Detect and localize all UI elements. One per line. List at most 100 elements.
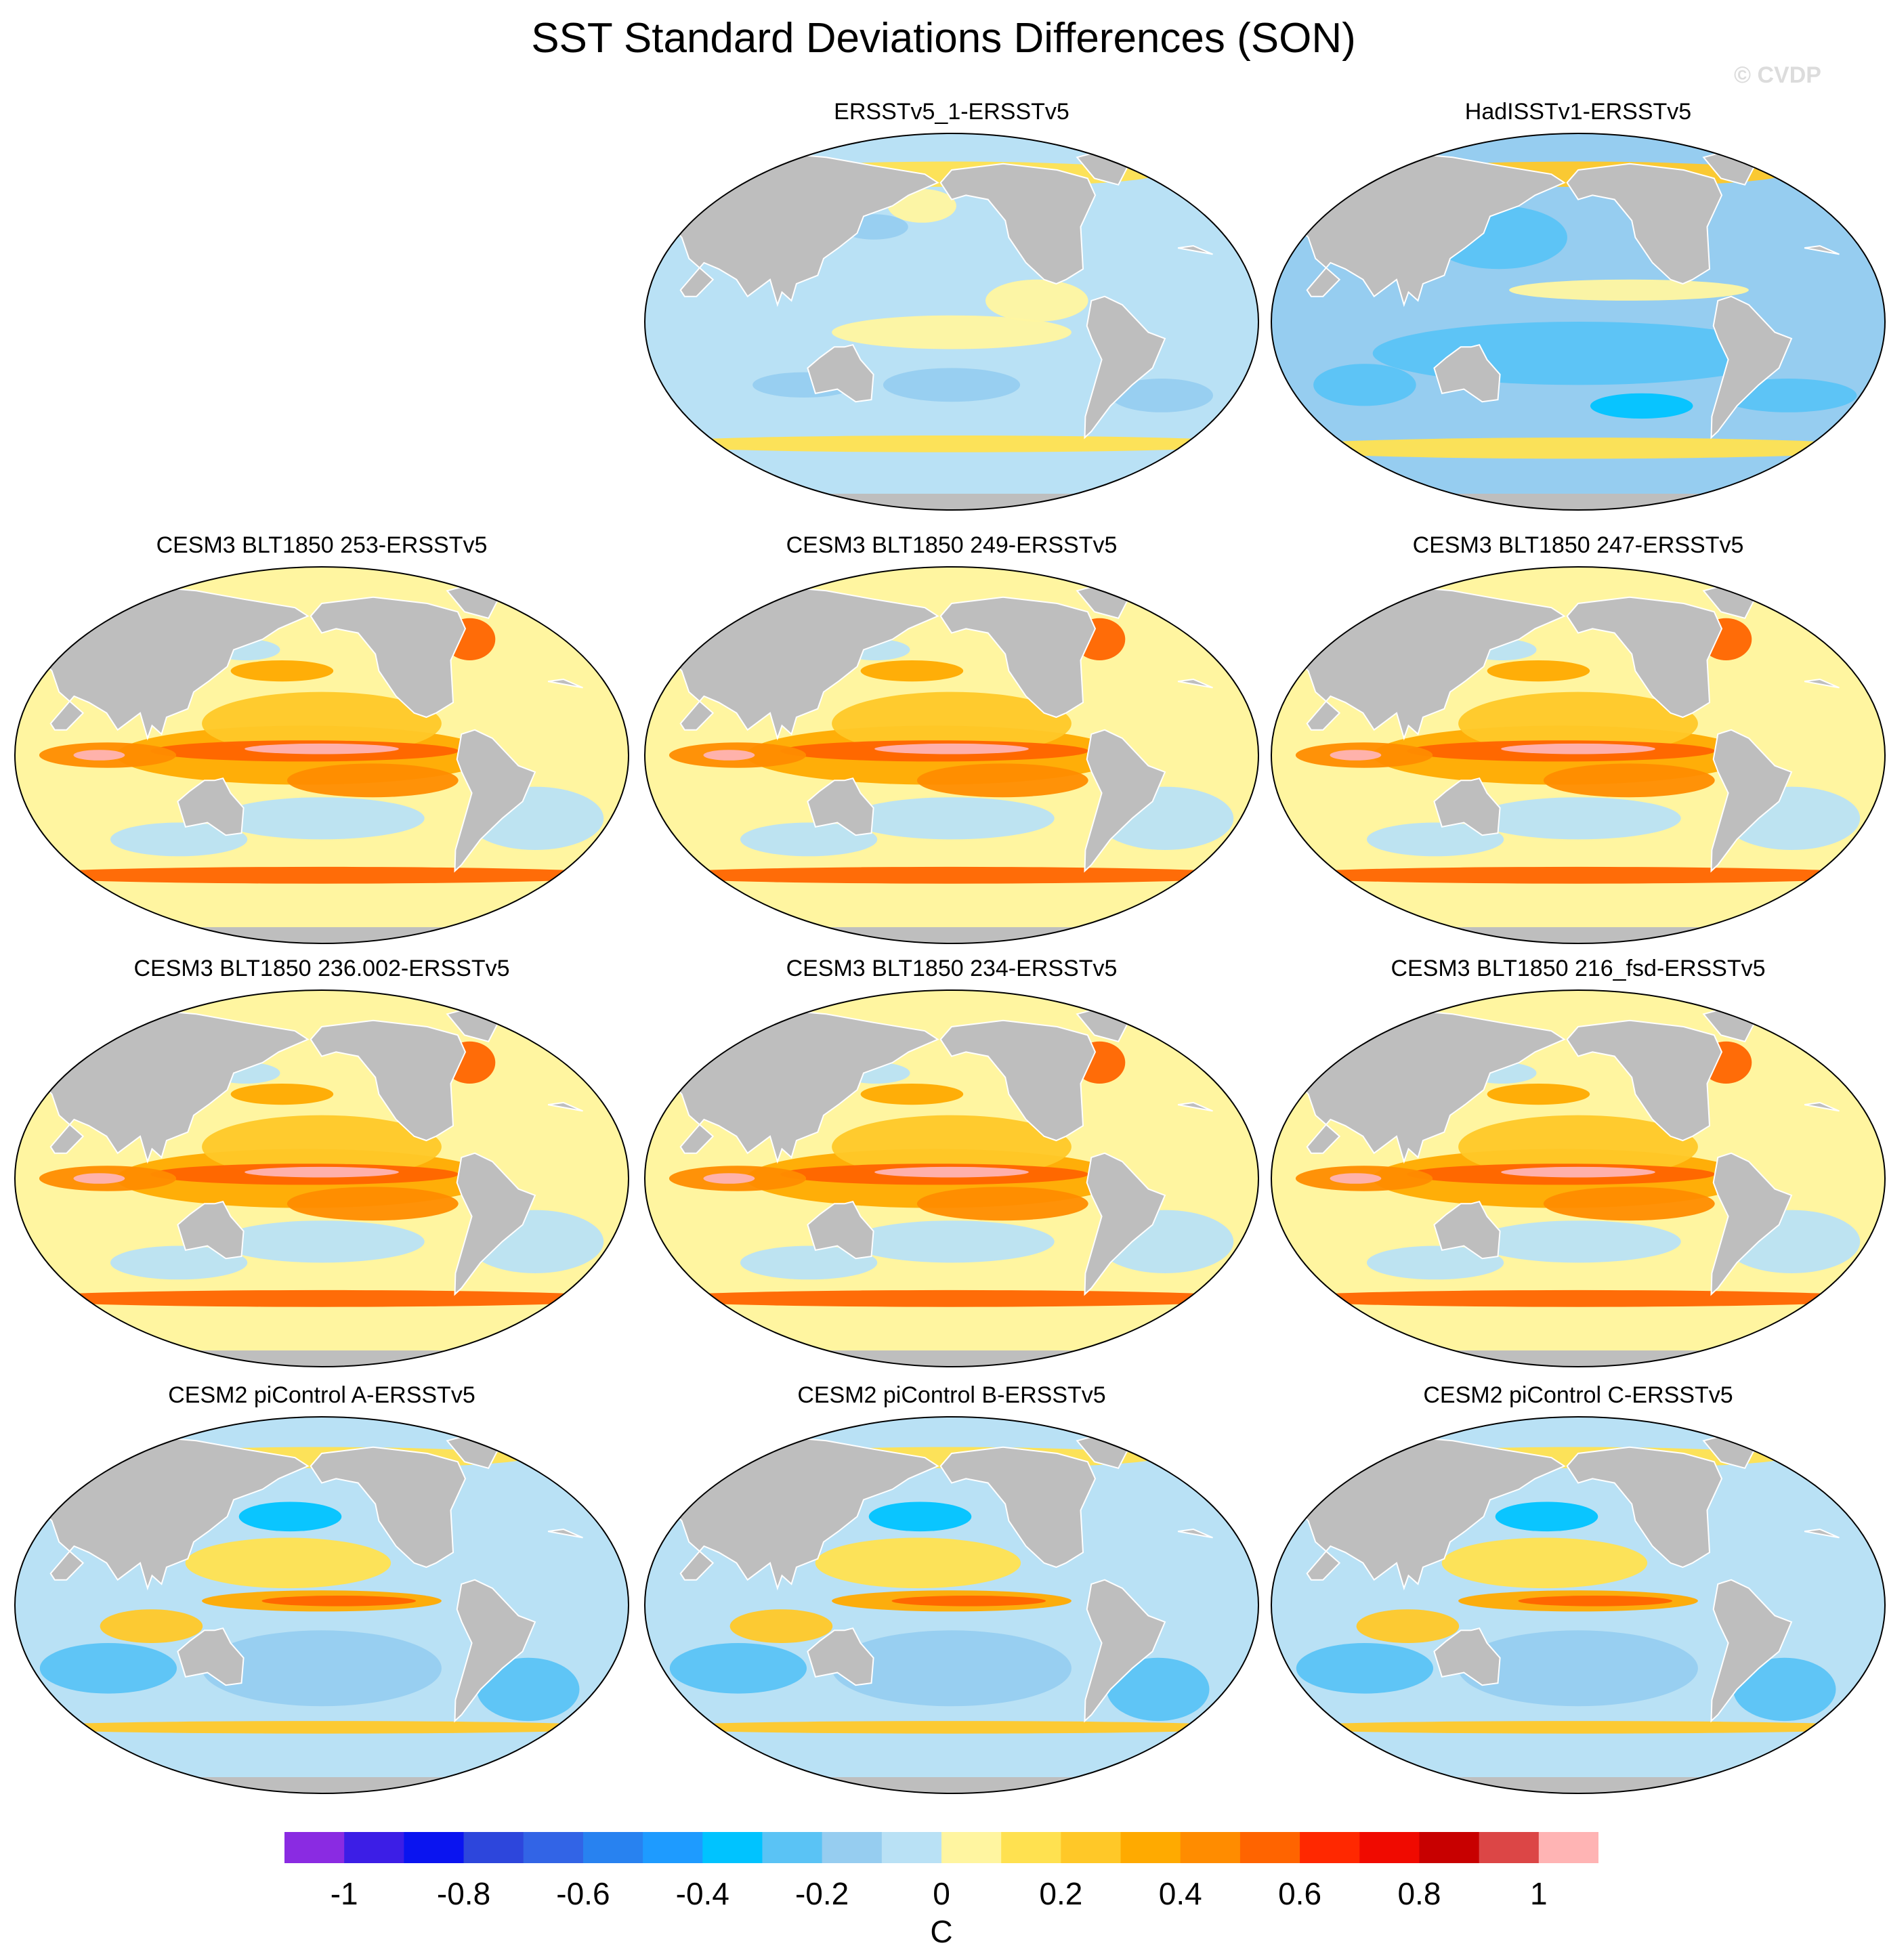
map-panel: CESM2 piControl B-ERSSTv5 (640, 1382, 1263, 1802)
continent-samerica (1710, 1152, 1793, 1296)
continent-asia (41, 1436, 310, 1591)
continent-asia (671, 152, 939, 307)
continent-australia (177, 1201, 245, 1260)
map-outline (644, 1416, 1259, 1794)
sst-map (14, 566, 629, 944)
continent-africa (1177, 1528, 1213, 1539)
colorbar-swatch (1001, 1832, 1061, 1863)
antarctica (1271, 927, 1885, 943)
map-outline (14, 989, 629, 1367)
sst-map (14, 1416, 629, 1794)
map-panel: CESM2 piControl A-ERSSTv5 (10, 1382, 633, 1802)
colorbar-swatch (941, 1832, 1002, 1863)
land-mask (1271, 148, 1885, 510)
antarctica (645, 494, 1258, 510)
continent-namerica (310, 596, 467, 719)
colorbar: -1 -0.8 -0.6 -0.4 -0.2 0 0.2 0.4 0.6 0.8 1 C (284, 1832, 1598, 1954)
map-outline (644, 566, 1259, 944)
continent-namerica (1566, 163, 1723, 285)
continent-africa (1804, 244, 1840, 255)
panel-title: CESM2 piControl B-ERSSTv5 (797, 1382, 1106, 1408)
colorbar-swatch (881, 1832, 942, 1863)
antarctica (645, 927, 1258, 943)
panel-title: CESM3 BLT1850 247-ERSSTv5 (1412, 532, 1744, 558)
antarctica (645, 1777, 1258, 1793)
continent-namerica (939, 1446, 1097, 1569)
panel-title: CESM3 BLT1850 236.002-ERSSTv5 (133, 956, 510, 981)
colorbar-swatch (1359, 1832, 1420, 1863)
continent-samerica (1084, 1579, 1166, 1723)
continent-africa (1804, 678, 1840, 689)
map-outline (1271, 133, 1886, 511)
continent-africa (1177, 1101, 1213, 1112)
map-panel: CESM3 BLT1850 247-ERSSTv5 (1267, 532, 1887, 952)
continent-asia (41, 1009, 310, 1164)
panel-title: CESM3 BLT1850 249-ERSSTv5 (786, 532, 1118, 558)
panel-title: CESM3 BLT1850 253-ERSSTv5 (156, 532, 488, 558)
land-mask (1271, 581, 1885, 943)
continent-samerica (1084, 1152, 1166, 1296)
sst-map (1271, 133, 1886, 511)
ocean-field (645, 567, 1258, 943)
continent-namerica (310, 1446, 467, 1569)
sst-map (644, 133, 1259, 511)
continent-australia (1433, 777, 1501, 836)
colorbar-tick-label: -0.8 (436, 1876, 491, 1911)
copyright-watermark: © CVDP (1734, 62, 1821, 88)
continent-asia (671, 1009, 939, 1164)
colorbar-swatch (523, 1832, 584, 1863)
continent-africa (547, 1528, 583, 1539)
colorbar-swatch (1120, 1832, 1181, 1863)
continent-asia (1297, 152, 1566, 307)
colorbar-swatch (404, 1832, 465, 1863)
land-mask (1271, 1431, 1885, 1793)
continent-australia (177, 777, 245, 836)
continent-australia (807, 344, 874, 403)
map-panel: CESM3 BLT1850 236.002-ERSSTv5 (10, 955, 633, 1375)
map-outline (14, 566, 629, 944)
colorbar-tick-label: -1 (330, 1876, 358, 1911)
continent-samerica (1084, 729, 1166, 873)
colorbar-units: C (930, 1914, 953, 1949)
sst-map (1271, 1416, 1886, 1794)
continent-namerica (1566, 1019, 1723, 1142)
panel-title: CESM2 piControl C-ERSSTv5 (1423, 1382, 1733, 1408)
map-outline (1271, 566, 1886, 944)
continent-samerica (1710, 1579, 1793, 1723)
colorbar-swatch (702, 1832, 763, 1863)
map-outline (1271, 989, 1886, 1367)
continent-samerica (1710, 729, 1793, 873)
continent-samerica (1710, 295, 1793, 440)
colorbar-swatch (582, 1832, 643, 1863)
map-outline (644, 989, 1259, 1367)
continent-australia (1433, 344, 1501, 403)
colorbar-swatch (1300, 1832, 1360, 1863)
map-panel: CESM3 BLT1850 216_fsd-ERSSTv5 (1267, 955, 1887, 1375)
continent-australia (807, 1627, 874, 1686)
continent-asia (1297, 586, 1566, 741)
colorbar-tick-label: 0 (933, 1876, 950, 1911)
continent-asia (1297, 1436, 1566, 1591)
continent-australia (177, 1627, 245, 1686)
continent-africa (547, 678, 583, 689)
colorbar-tick-label: 0.6 (1278, 1876, 1322, 1911)
colorbar-tick-label: 0.4 (1158, 1876, 1202, 1911)
map-outline (1271, 1416, 1886, 1794)
map-panel: CESM3 BLT1850 253-ERSSTv5 (10, 532, 633, 952)
continent-namerica (1566, 596, 1723, 719)
colorbar-tick-label: 0.8 (1397, 1876, 1441, 1911)
colorbar-swatch (1061, 1832, 1122, 1863)
continent-namerica (939, 163, 1097, 285)
sst-map (1271, 566, 1886, 944)
map-panel: HadISSTv1-ERSSTv5 (1267, 98, 1887, 518)
continent-asia (41, 586, 310, 741)
continent-asia (1297, 1009, 1566, 1164)
colorbar-swatch (1538, 1832, 1598, 1863)
colorbar-swatch (1419, 1832, 1480, 1863)
map-panel: CESM2 piControl C-ERSSTv5 (1267, 1382, 1887, 1802)
map-outline (14, 1416, 629, 1794)
panel-title: ERSSTv5_1-ERSSTv5 (834, 99, 1069, 125)
sst-map (1271, 989, 1886, 1367)
panel-title: HadISSTv1-ERSSTv5 (1464, 99, 1692, 125)
page-title: SST Standard Deviations Differences (SON… (531, 15, 1356, 62)
